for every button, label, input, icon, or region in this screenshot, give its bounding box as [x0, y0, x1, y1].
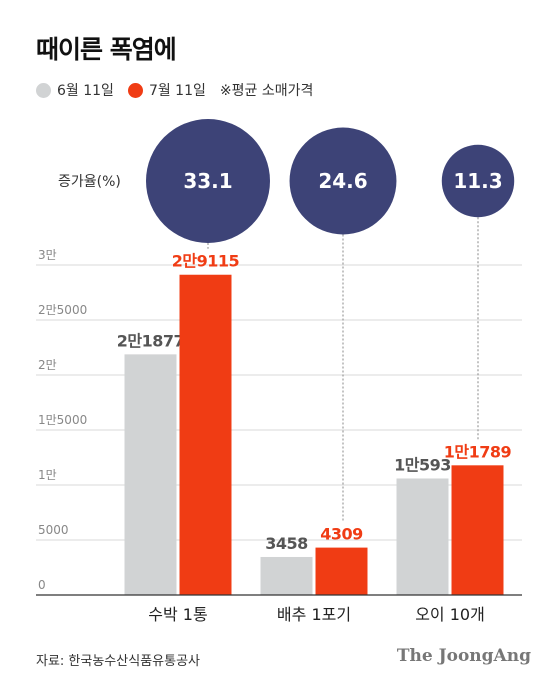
- bar-value-label: 2만1877: [117, 331, 184, 350]
- legend-label-june: 6월 11일: [57, 83, 114, 99]
- brand-logo: The JoongAng: [396, 646, 531, 666]
- increase-value: 33.1: [183, 169, 232, 193]
- bar-value-label: 2만9115: [172, 252, 240, 271]
- bar-june: [260, 556, 313, 595]
- y-tick-label: 1만: [38, 468, 57, 482]
- increase-bubble: [146, 119, 270, 243]
- bar-value-label: 4309: [320, 525, 363, 544]
- increase-value: 11.3: [453, 169, 502, 193]
- legend-item-june: 6월 11일: [36, 80, 114, 100]
- legend-swatch-june: [36, 82, 51, 98]
- y-tick-label: 2만5000: [38, 303, 87, 317]
- bar-july: [315, 547, 368, 595]
- bar-value-label: 1만593: [394, 455, 451, 474]
- increase-rate-label: 증가율(%): [58, 174, 121, 190]
- bar-july: [451, 465, 504, 595]
- bar-june: [396, 478, 449, 595]
- bar-june: [124, 354, 177, 595]
- category-label: 오이 10개: [415, 605, 485, 624]
- legend-item-july: 7월 11일: [127, 80, 206, 100]
- legend: 6월 11일 7월 11일 ※평균 소매가격: [36, 80, 313, 100]
- legend-swatch-july: [127, 82, 143, 98]
- legend-note: ※평균 소매가격: [219, 83, 314, 99]
- increase-bubble: [289, 127, 397, 235]
- increase-value: 24.6: [318, 169, 367, 193]
- y-tick-label: 2만: [38, 358, 57, 372]
- source-note: 자료: 한국농수산식품유통공사: [36, 654, 200, 669]
- legend-label-july: 7월 11일: [148, 83, 206, 99]
- category-label: 수박 1통: [148, 605, 207, 624]
- bar-value-label: 1만1789: [444, 442, 512, 461]
- increase-bubble: [441, 144, 515, 218]
- y-tick-label: 5000: [38, 523, 69, 537]
- chart-title: 때이른 폭염에: [36, 35, 177, 64]
- bar-july: [179, 274, 232, 595]
- y-tick-label: 3만: [38, 248, 57, 262]
- bar-value-label: 3458: [265, 534, 308, 553]
- y-tick-label: 1만5000: [38, 413, 87, 427]
- y-tick-label: 0: [38, 578, 46, 592]
- category-label: 배추 1포기: [277, 605, 351, 624]
